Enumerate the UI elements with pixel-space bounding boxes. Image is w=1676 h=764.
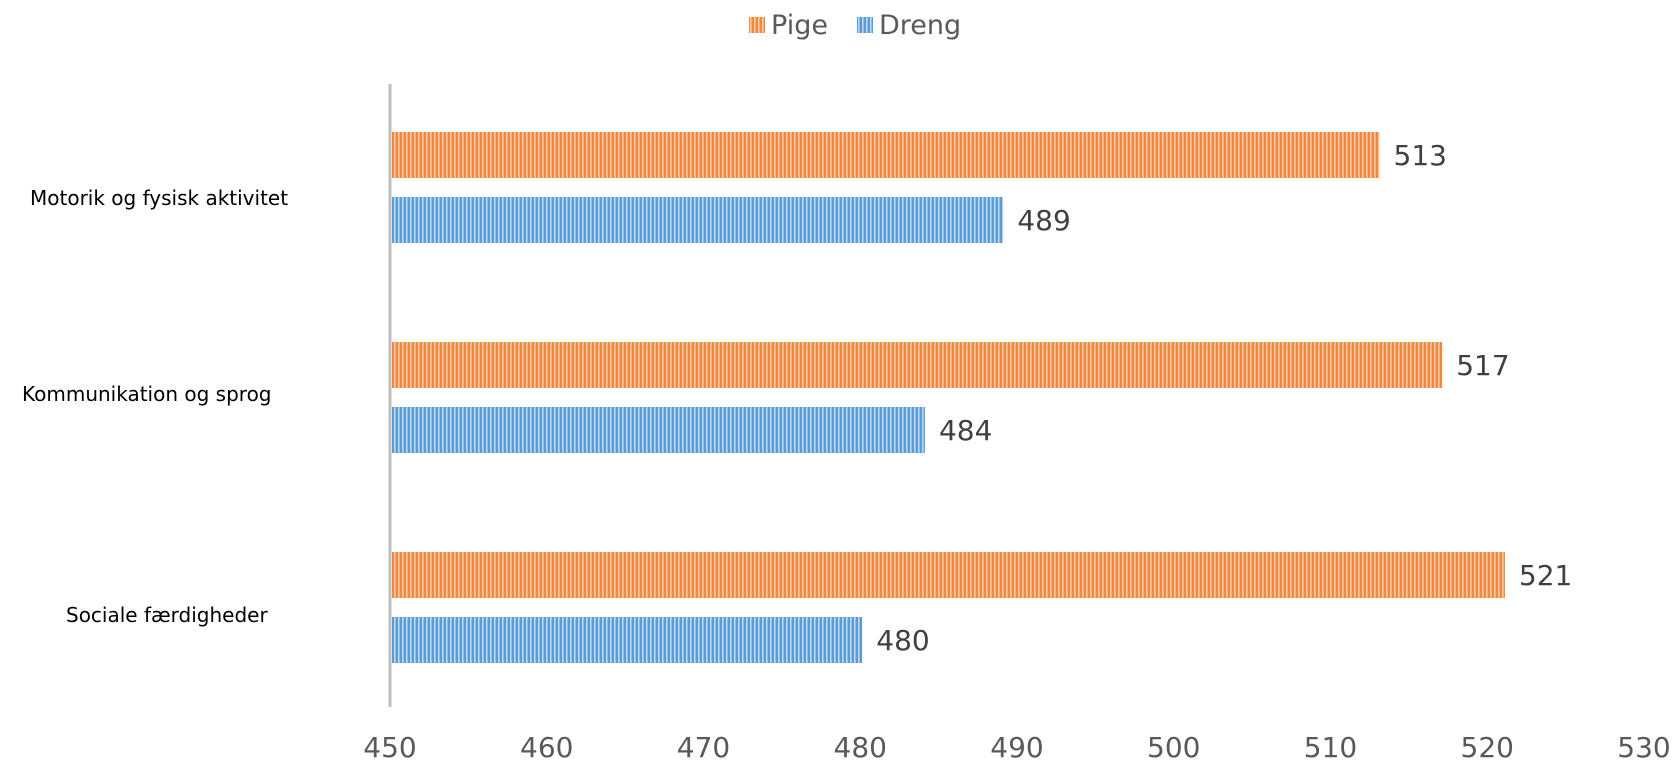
x-tick-label: 510 — [1304, 731, 1357, 764]
x-tick-label: 530 — [1617, 731, 1670, 764]
bar-dreng-1 — [392, 407, 925, 453]
data-label-pige-1: 517 — [1456, 349, 1509, 382]
x-tick-label: 470 — [677, 731, 730, 764]
x-tick-label: 520 — [1461, 731, 1514, 764]
bars-group — [392, 132, 1505, 663]
bar-pige-0 — [392, 132, 1380, 178]
x-tick-label: 460 — [520, 731, 573, 764]
x-tick-label: 490 — [990, 731, 1043, 764]
bar-dreng-0 — [392, 197, 1004, 243]
bar-pige-2 — [392, 552, 1505, 598]
x-tick-label: 500 — [1147, 731, 1200, 764]
data-label-pige-2: 521 — [1519, 559, 1572, 592]
legend: Pige Dreng — [749, 10, 961, 41]
category-label: Kommunikation og sprog — [10, 374, 358, 436]
category-label: Motorik og fysisk aktivitet — [18, 178, 358, 240]
legend-swatch-pige — [749, 17, 765, 33]
data-label-dreng-2: 480 — [876, 624, 929, 657]
category-label: Sociale færdigheder — [56, 600, 358, 662]
bar-dreng-2 — [392, 617, 863, 663]
x-tick-label: 480 — [834, 731, 887, 764]
legend-label-dreng: Dreng — [879, 10, 961, 41]
bar-pige-1 — [392, 342, 1443, 388]
x-tick-label: 450 — [363, 731, 416, 764]
data-label-dreng-1: 484 — [939, 414, 992, 447]
data-label-dreng-0: 489 — [1017, 204, 1070, 237]
legend-label-pige: Pige — [771, 10, 828, 41]
value-labels-group: 513 489 517 484 521 480 — [876, 139, 1572, 657]
data-label-pige-0: 513 — [1394, 139, 1447, 172]
x-axis-tick-labels: 450 460 470 480 490 500 510 520 530 — [363, 731, 1670, 764]
legend-swatch-dreng — [857, 17, 873, 33]
